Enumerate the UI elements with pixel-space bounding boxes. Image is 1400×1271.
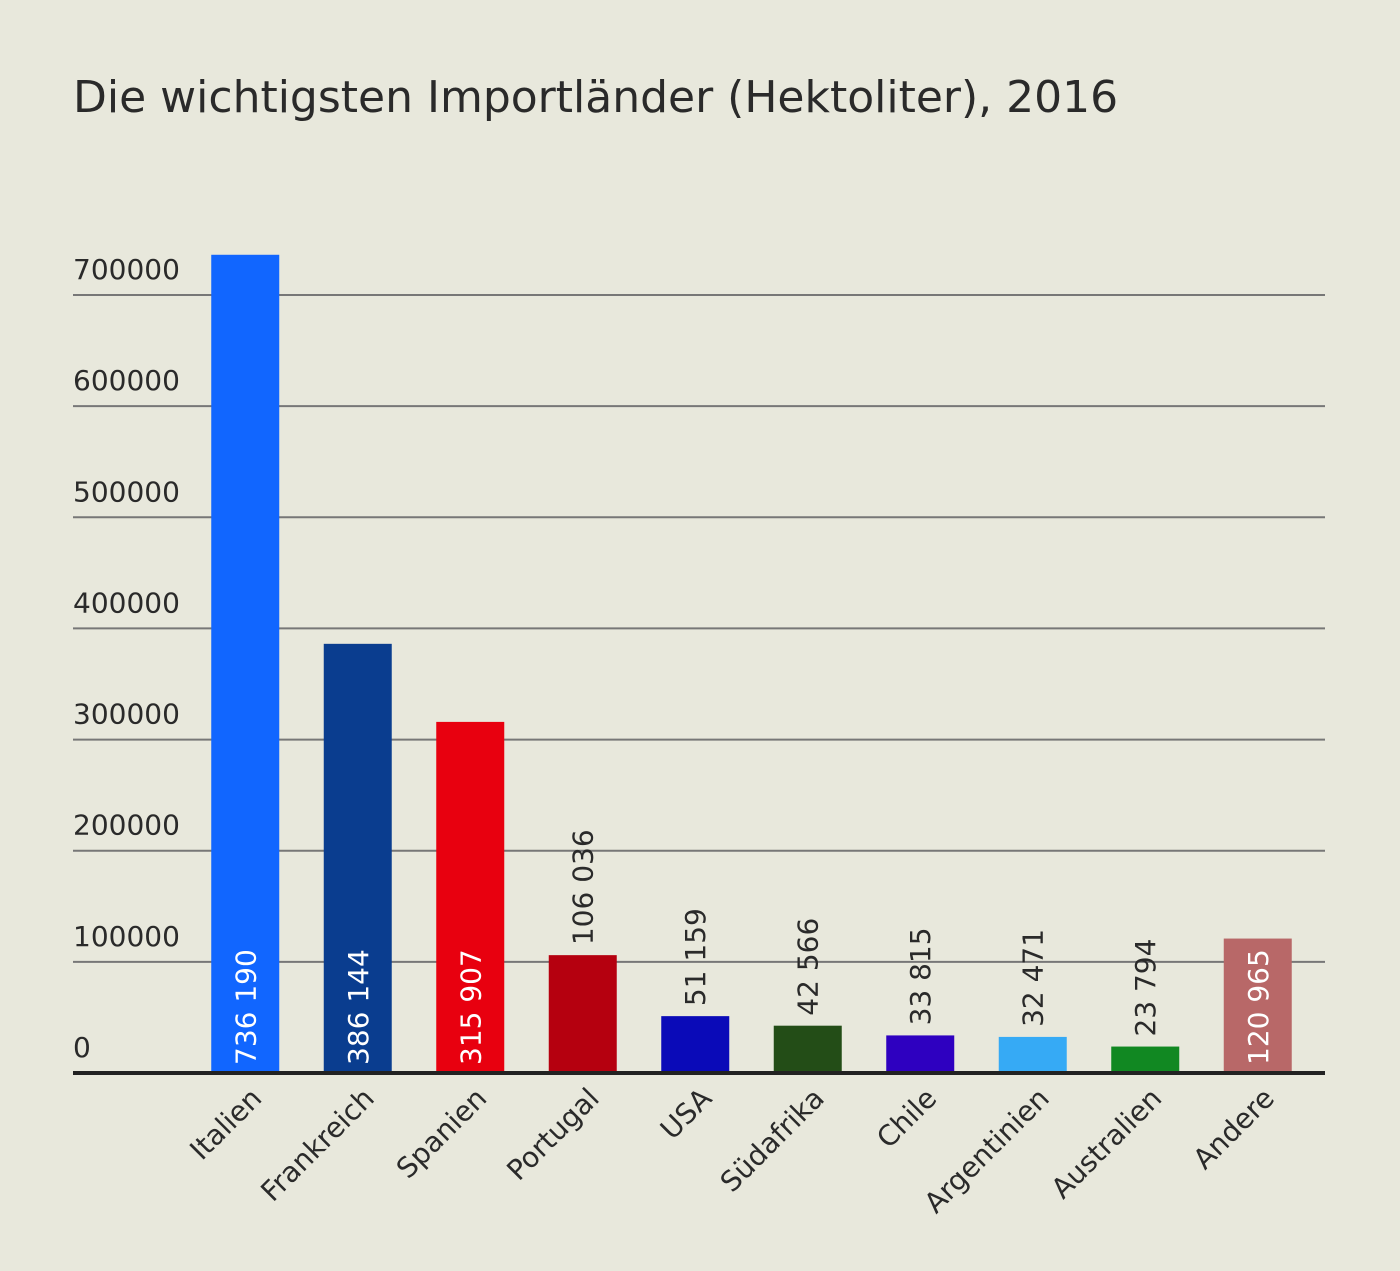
bar xyxy=(773,1025,842,1073)
value-label: 315 907 xyxy=(454,949,487,1065)
value-label: 42 566 xyxy=(792,918,825,1016)
y-tick-label: 700000 xyxy=(73,253,180,286)
y-tick-label: 600000 xyxy=(73,364,180,397)
y-tick-label: 400000 xyxy=(73,586,180,619)
bar xyxy=(1111,1046,1180,1073)
y-tick-label: 200000 xyxy=(73,809,180,842)
y-tick-label: 0 xyxy=(73,1031,91,1064)
bar xyxy=(661,1016,730,1073)
bar xyxy=(211,254,280,1073)
chart-title: Die wichtigsten Importländer (Hektoliter… xyxy=(73,72,1118,123)
value-label: 736 190 xyxy=(229,949,262,1065)
value-label: 33 815 xyxy=(904,927,937,1025)
y-tick-label: 300000 xyxy=(73,698,180,731)
bar xyxy=(436,721,505,1073)
bar xyxy=(323,643,392,1073)
bar xyxy=(998,1036,1067,1073)
bar xyxy=(1223,938,1292,1073)
y-tick-label: 500000 xyxy=(73,475,180,508)
value-label: 23 794 xyxy=(1129,939,1162,1037)
bar xyxy=(886,1035,955,1073)
y-tick-label: 100000 xyxy=(73,920,180,953)
value-label: 51 159 xyxy=(679,908,712,1006)
value-label: 120 965 xyxy=(1242,949,1275,1065)
value-label: 386 144 xyxy=(342,949,375,1065)
bar xyxy=(548,955,617,1073)
value-label: 32 471 xyxy=(1017,929,1050,1027)
value-label: 106 036 xyxy=(567,829,600,945)
